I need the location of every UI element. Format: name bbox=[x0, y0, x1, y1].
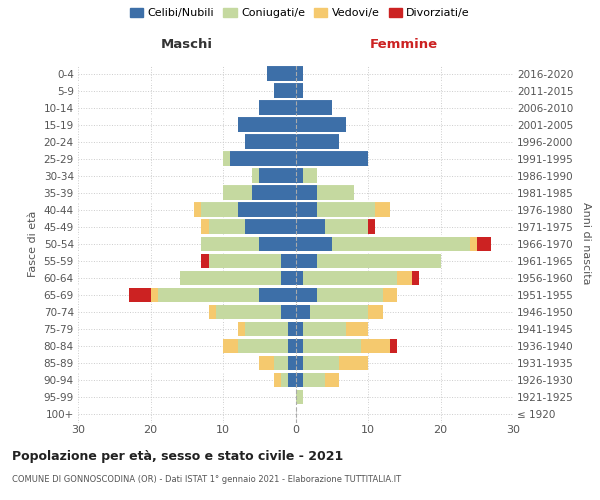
Bar bbox=[281, 372, 288, 387]
Bar bbox=[412, 270, 419, 285]
Bar bbox=[129, 288, 151, 302]
Bar bbox=[274, 356, 288, 370]
Bar bbox=[296, 66, 303, 80]
Bar bbox=[310, 304, 368, 319]
Bar bbox=[296, 254, 317, 268]
Bar bbox=[223, 186, 252, 200]
Bar bbox=[368, 220, 375, 234]
Bar bbox=[361, 338, 390, 353]
Bar bbox=[158, 288, 259, 302]
Bar bbox=[296, 152, 368, 166]
Bar bbox=[296, 288, 317, 302]
Bar bbox=[317, 186, 353, 200]
Bar bbox=[383, 288, 397, 302]
Bar bbox=[288, 356, 296, 370]
Bar bbox=[317, 288, 383, 302]
Bar bbox=[368, 304, 383, 319]
Bar bbox=[281, 304, 296, 319]
Bar bbox=[303, 270, 397, 285]
Bar bbox=[238, 118, 296, 132]
Bar bbox=[325, 220, 368, 234]
Bar bbox=[238, 202, 296, 217]
Bar bbox=[266, 66, 296, 80]
Bar bbox=[303, 372, 325, 387]
Bar bbox=[325, 372, 339, 387]
Bar bbox=[259, 168, 296, 183]
Bar bbox=[281, 270, 296, 285]
Bar bbox=[332, 236, 470, 251]
Bar bbox=[259, 100, 296, 115]
Bar bbox=[296, 356, 303, 370]
Bar bbox=[296, 270, 303, 285]
Bar bbox=[252, 186, 296, 200]
Y-axis label: Anni di nascita: Anni di nascita bbox=[581, 202, 590, 285]
Bar bbox=[470, 236, 477, 251]
Bar bbox=[296, 322, 303, 336]
Bar bbox=[201, 220, 209, 234]
Bar bbox=[179, 270, 281, 285]
Text: Maschi: Maschi bbox=[161, 38, 213, 52]
Bar bbox=[201, 254, 209, 268]
Bar bbox=[281, 254, 296, 268]
Y-axis label: Fasce di età: Fasce di età bbox=[28, 210, 38, 277]
Bar bbox=[296, 100, 332, 115]
Bar bbox=[201, 236, 259, 251]
Bar bbox=[223, 338, 238, 353]
Text: Femmine: Femmine bbox=[370, 38, 439, 52]
Bar bbox=[245, 322, 288, 336]
Bar bbox=[296, 390, 303, 404]
Bar bbox=[223, 152, 230, 166]
Bar bbox=[238, 338, 288, 353]
Text: Popolazione per età, sesso e stato civile - 2021: Popolazione per età, sesso e stato civil… bbox=[12, 450, 343, 463]
Bar bbox=[477, 236, 491, 251]
Bar bbox=[296, 168, 303, 183]
Bar bbox=[288, 322, 296, 336]
Bar bbox=[303, 168, 317, 183]
Bar bbox=[375, 202, 390, 217]
Bar bbox=[259, 356, 274, 370]
Bar bbox=[303, 338, 361, 353]
Bar bbox=[296, 236, 332, 251]
Bar bbox=[346, 322, 368, 336]
Bar bbox=[151, 288, 158, 302]
Bar bbox=[216, 304, 281, 319]
Bar bbox=[339, 356, 368, 370]
Bar bbox=[296, 372, 303, 387]
Bar bbox=[288, 338, 296, 353]
Bar bbox=[274, 372, 281, 387]
Bar bbox=[303, 356, 339, 370]
Bar bbox=[303, 322, 346, 336]
Bar bbox=[194, 202, 201, 217]
Bar bbox=[245, 134, 296, 149]
Bar bbox=[252, 168, 259, 183]
Bar bbox=[296, 220, 325, 234]
Bar bbox=[296, 304, 310, 319]
Bar bbox=[296, 118, 346, 132]
Bar bbox=[397, 270, 412, 285]
Bar bbox=[259, 236, 296, 251]
Bar bbox=[296, 186, 317, 200]
Bar bbox=[296, 84, 303, 98]
Text: COMUNE DI GONNOSCODINA (OR) - Dati ISTAT 1° gennaio 2021 - Elaborazione TUTTITAL: COMUNE DI GONNOSCODINA (OR) - Dati ISTAT… bbox=[12, 475, 401, 484]
Bar bbox=[238, 322, 245, 336]
Legend: Celibi/Nubili, Coniugati/e, Vedovi/e, Divorziati/e: Celibi/Nubili, Coniugati/e, Vedovi/e, Di… bbox=[128, 6, 472, 20]
Bar bbox=[230, 152, 296, 166]
Bar bbox=[296, 134, 339, 149]
Bar bbox=[209, 220, 245, 234]
Bar bbox=[209, 304, 216, 319]
Bar bbox=[390, 338, 397, 353]
Bar bbox=[259, 288, 296, 302]
Bar bbox=[317, 254, 440, 268]
Bar bbox=[201, 202, 238, 217]
Bar bbox=[296, 202, 317, 217]
Bar bbox=[274, 84, 296, 98]
Bar bbox=[296, 338, 303, 353]
Bar bbox=[245, 220, 296, 234]
Bar bbox=[288, 372, 296, 387]
Bar bbox=[317, 202, 375, 217]
Bar bbox=[209, 254, 281, 268]
